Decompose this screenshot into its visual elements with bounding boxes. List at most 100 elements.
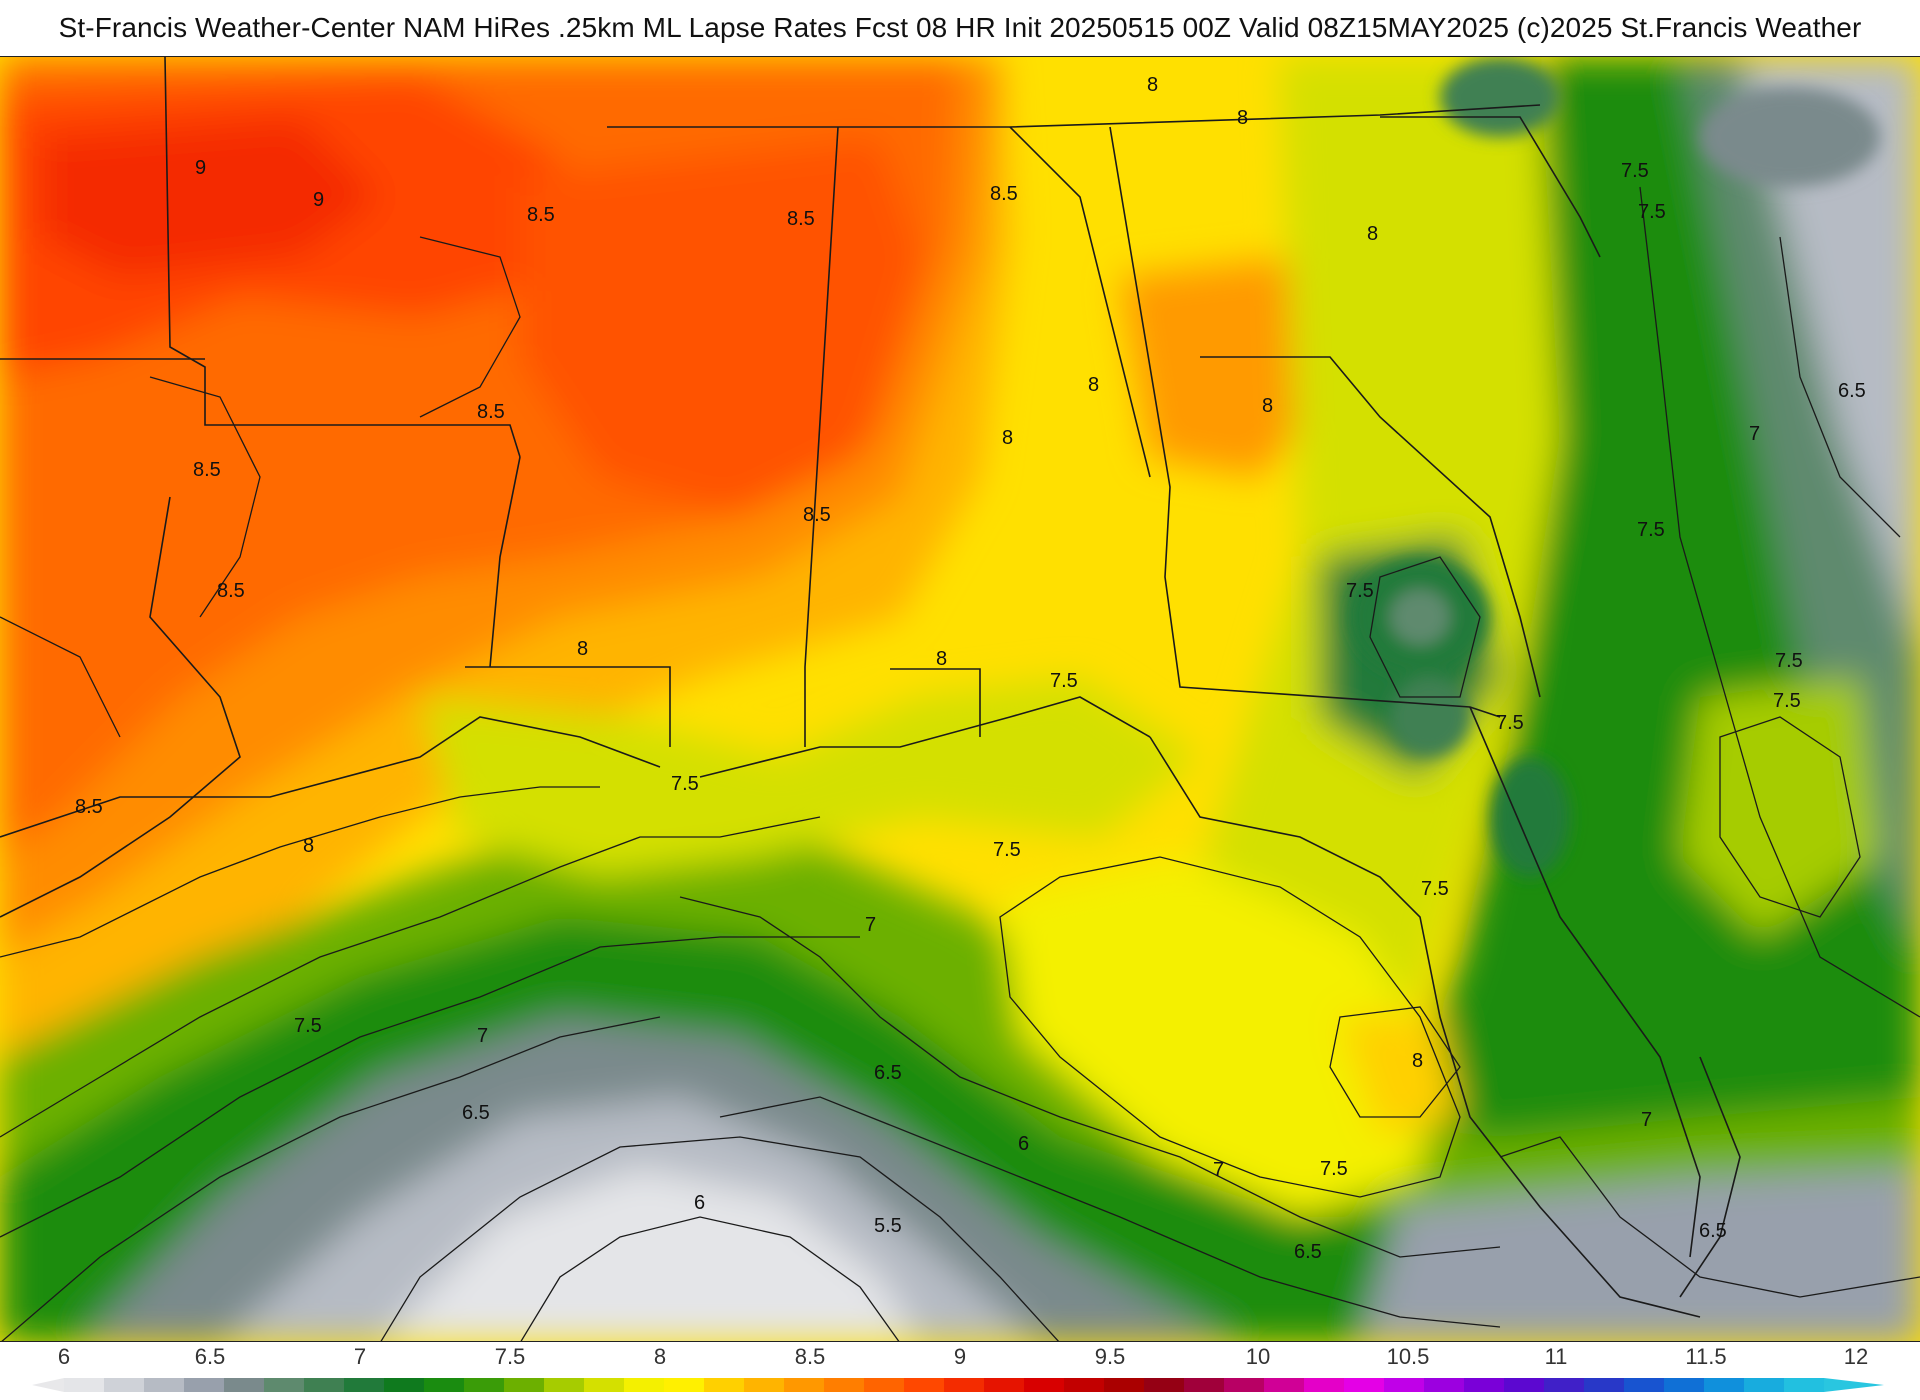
- legend-color-swatch: [1744, 1378, 1784, 1392]
- legend-color-swatch: [1784, 1378, 1824, 1392]
- map-panel[interactable]: 9 9 8.5 8.5 8.5 8 8 8.5 8.5 8 8.5 8.5 8 …: [0, 56, 1920, 1342]
- contour-label: 7: [1213, 1159, 1224, 1181]
- legend-color-swatch: [1584, 1378, 1624, 1392]
- legend-color-swatch: [1344, 1378, 1384, 1392]
- contour-label: 6.5: [1699, 1220, 1727, 1242]
- contour-label: 6.5: [1838, 380, 1866, 402]
- legend-color-swatch: [1064, 1378, 1104, 1392]
- legend-color-swatch: [424, 1378, 464, 1392]
- contour-label: 8: [1088, 374, 1099, 396]
- chart-title: St-Francis Weather-Center NAM HiRes .25k…: [58, 12, 1862, 43]
- color-field: [0, 57, 1920, 1341]
- legend-color-swatch: [664, 1378, 704, 1392]
- contour-label: 7: [477, 1025, 488, 1047]
- legend-right-arrow: [1824, 1378, 1884, 1392]
- legend-tick-label: 7.5: [494, 1344, 526, 1369]
- contour-label: 7.5: [671, 773, 699, 795]
- contour-label: 7: [1641, 1109, 1652, 1131]
- legend-color-swatch: [904, 1378, 944, 1392]
- contour-label: 6.5: [874, 1062, 902, 1084]
- legend-color-swatch: [504, 1378, 544, 1392]
- legend-color-bar: [64, 1378, 1824, 1392]
- legend-tick-label: 9.5: [1094, 1344, 1126, 1369]
- contour-label: 7.5: [1346, 580, 1374, 602]
- contour-label: 7.5: [1773, 690, 1801, 712]
- contour-label: 8: [577, 638, 588, 660]
- legend-color-swatch: [1464, 1378, 1504, 1392]
- contour-label: 8.5: [193, 459, 221, 481]
- legend-color-swatch: [344, 1378, 384, 1392]
- legend-color-swatch: [464, 1378, 504, 1392]
- legend-color-swatch: [64, 1378, 104, 1392]
- legend-color-swatch: [544, 1378, 584, 1392]
- contour-label: 8: [1002, 427, 1013, 449]
- legend-color-swatch: [584, 1378, 624, 1392]
- contour-label: 7: [865, 914, 876, 936]
- legend-tick-label: 8: [653, 1344, 667, 1369]
- contour-label: 9: [195, 157, 206, 179]
- legend-tick-label: 11: [1544, 1344, 1568, 1369]
- legend-tick-label: 7: [353, 1344, 367, 1369]
- contour-label: 8: [1147, 74, 1158, 96]
- contour-label: 8: [1237, 107, 1248, 129]
- contour-label: 7.5: [1050, 670, 1078, 692]
- contour-label: 8.5: [75, 796, 103, 818]
- legend-color-swatch: [1424, 1378, 1464, 1392]
- contour-label: 8.5: [217, 580, 245, 602]
- contour-label: 9: [313, 189, 324, 211]
- contour-label: 6.5: [1294, 1241, 1322, 1263]
- contour-label: 6.5: [462, 1102, 490, 1124]
- legend-color-swatch: [1384, 1378, 1424, 1392]
- contour-label: 8: [1367, 223, 1378, 245]
- contour-label: 8.5: [990, 183, 1018, 205]
- legend-color-swatch: [1264, 1378, 1304, 1392]
- legend-color-swatch: [224, 1378, 264, 1392]
- legend-color-swatch: [984, 1378, 1024, 1392]
- contour-label: 8: [303, 835, 314, 857]
- legend-tick-label: 6.5: [194, 1344, 226, 1369]
- contour-label: 8: [1412, 1050, 1423, 1072]
- state-boundaries: [0, 57, 1741, 1318]
- legend-tick-label: 10.5: [1386, 1344, 1430, 1369]
- contour-label-group: 9 9 8.5 8.5 8.5 8 8 8.5 8.5 8 8.5 8.5 8 …: [75, 74, 1866, 1263]
- contour-label: 6: [1018, 1133, 1029, 1155]
- contour-label: 7.5: [1638, 201, 1666, 223]
- legend-color-swatch: [784, 1378, 824, 1392]
- contour-label: 8.5: [477, 401, 505, 423]
- legend-color-swatch: [704, 1378, 744, 1392]
- legend-color-swatch: [1144, 1378, 1184, 1392]
- contour-label: 8: [1262, 395, 1273, 417]
- legend-color-swatch: [1024, 1378, 1064, 1392]
- legend-tick-label: 8.5: [794, 1344, 826, 1369]
- contour-label: 7.5: [1775, 650, 1803, 672]
- legend-color-swatch: [744, 1378, 784, 1392]
- legend-color-swatch: [264, 1378, 304, 1392]
- legend-color-swatch: [944, 1378, 984, 1392]
- legend-color-swatch: [824, 1378, 864, 1392]
- legend-color-swatch: [384, 1378, 424, 1392]
- legend-tick-label: 6: [57, 1344, 71, 1369]
- contour-label: 8: [936, 648, 947, 670]
- legend-tick-label: 10: [1245, 1344, 1271, 1369]
- legend-color-swatch: [1544, 1378, 1584, 1392]
- contour-label: 8.5: [527, 204, 555, 226]
- legend-color-swatch: [184, 1378, 224, 1392]
- contour-label: 8.5: [787, 208, 815, 230]
- legend-left-arrow: [32, 1378, 64, 1392]
- legend-tick-label: 11.5: [1685, 1344, 1727, 1369]
- contour-label: 6: [694, 1192, 705, 1214]
- contour-label: 7.5: [1637, 519, 1665, 541]
- legend-color-swatch: [1104, 1378, 1144, 1392]
- legend-tick-label: 12: [1843, 1344, 1869, 1369]
- contour-label: 7.5: [294, 1015, 322, 1037]
- legend-tick-label: 9: [953, 1344, 967, 1369]
- legend-color-swatch: [1704, 1378, 1744, 1392]
- legend-color-swatch: [1304, 1378, 1344, 1392]
- legend-color-swatch: [1624, 1378, 1664, 1392]
- legend-color-swatch: [144, 1378, 184, 1392]
- contour-label: 7: [1749, 423, 1760, 445]
- legend-color-swatch: [864, 1378, 904, 1392]
- contour-label: 8.5: [803, 504, 831, 526]
- color-legend: 6 6.5 7 7.5 8 8.5 9 9.5 10 10.5 11 11.5 …: [0, 1342, 1920, 1400]
- contour-label: 7.5: [1496, 712, 1524, 734]
